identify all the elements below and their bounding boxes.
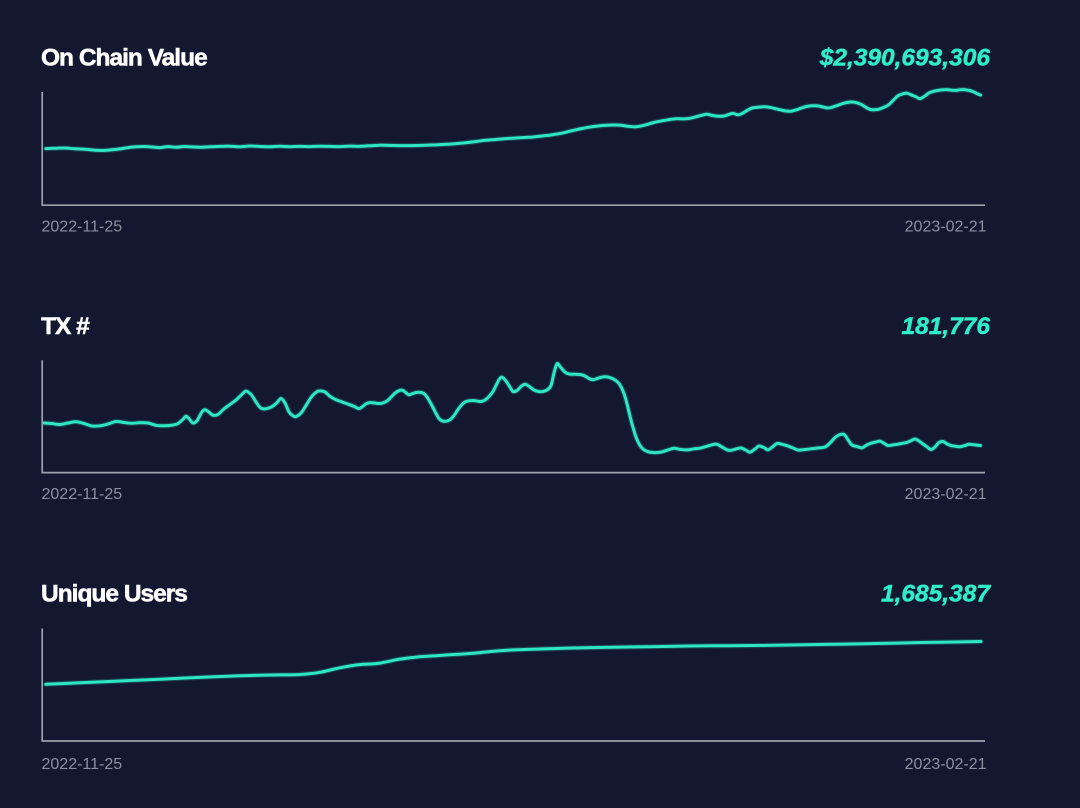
svg-text:2023-02-21: 2023-02-21 <box>905 486 987 503</box>
svg-text:2022-11-25: 2022-11-25 <box>42 756 123 773</box>
svg-text:$2,390,693,306: $2,390,693,306 <box>819 44 991 71</box>
svg-text:2022-11-25: 2022-11-25 <box>42 219 123 236</box>
svg-text:181,776: 181,776 <box>901 313 990 340</box>
svg-text:2022-11-25: 2022-11-25 <box>42 486 123 503</box>
svg-text:Unique Users: Unique Users <box>41 581 187 608</box>
svg-text:TX #: TX # <box>41 313 90 340</box>
svg-text:On Chain Value: On Chain Value <box>41 44 207 71</box>
svg-text:2023-02-21: 2023-02-21 <box>905 219 987 236</box>
svg-text:1,685,387: 1,685,387 <box>881 581 991 608</box>
svg-text:2023-02-21: 2023-02-21 <box>905 756 987 773</box>
